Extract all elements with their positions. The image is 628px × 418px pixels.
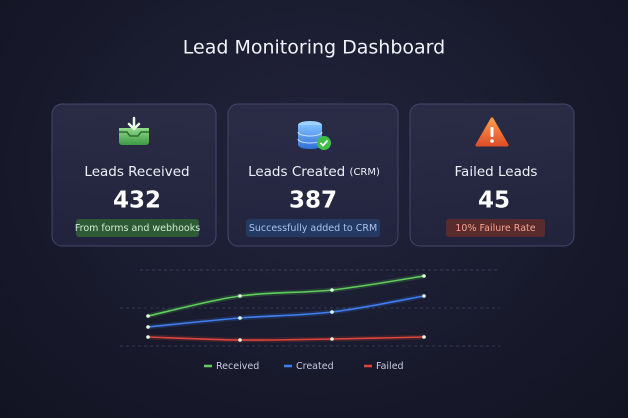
legend-label: Received: [216, 361, 259, 372]
note-pill: [76, 219, 199, 237]
note-pill: [246, 219, 380, 237]
series-line: [147, 295, 425, 328]
card-value: 387: [289, 188, 337, 214]
card-value: 432: [113, 188, 161, 214]
data-point: [422, 274, 426, 278]
data-point: [238, 316, 242, 320]
card-label-suffix: (CRM): [350, 167, 380, 178]
card: [409, 103, 575, 247]
received-icon: [119, 116, 149, 145]
legend-label: Failed: [376, 361, 404, 372]
page-title: Lead Monitoring Dashboard: [183, 37, 445, 59]
legend-label: Created: [296, 361, 334, 372]
card-note: 10% Failure Rate: [455, 223, 535, 234]
data-point: [422, 294, 426, 298]
trend-chart: [146, 273, 426, 343]
card-label: Leads Created (CRM): [248, 164, 380, 180]
data-point: [146, 314, 150, 318]
data-point: [238, 338, 242, 342]
failed-icon: [475, 117, 509, 147]
crm-icon: [297, 121, 331, 150]
card-label: Failed Leads: [455, 164, 538, 180]
data-point: [330, 310, 334, 314]
card-value: 45: [478, 188, 510, 214]
data-point: [330, 337, 334, 341]
data-point: [146, 325, 150, 329]
data-point: [330, 288, 334, 292]
note-pill: [446, 219, 545, 237]
card-label-main: Leads Created: [248, 164, 345, 180]
card-note: From forms and webhooks: [75, 223, 200, 234]
card: [227, 103, 399, 247]
series-line: [147, 275, 425, 317]
series-line: [147, 336, 425, 341]
data-point: [422, 335, 426, 339]
card-note: Successfully added to CRM: [249, 223, 377, 234]
card: [51, 103, 217, 247]
data-point: [146, 335, 150, 339]
legend: Received Created Failed: [204, 361, 404, 372]
data-point: [238, 294, 242, 298]
card-label: Leads Received: [84, 164, 189, 180]
